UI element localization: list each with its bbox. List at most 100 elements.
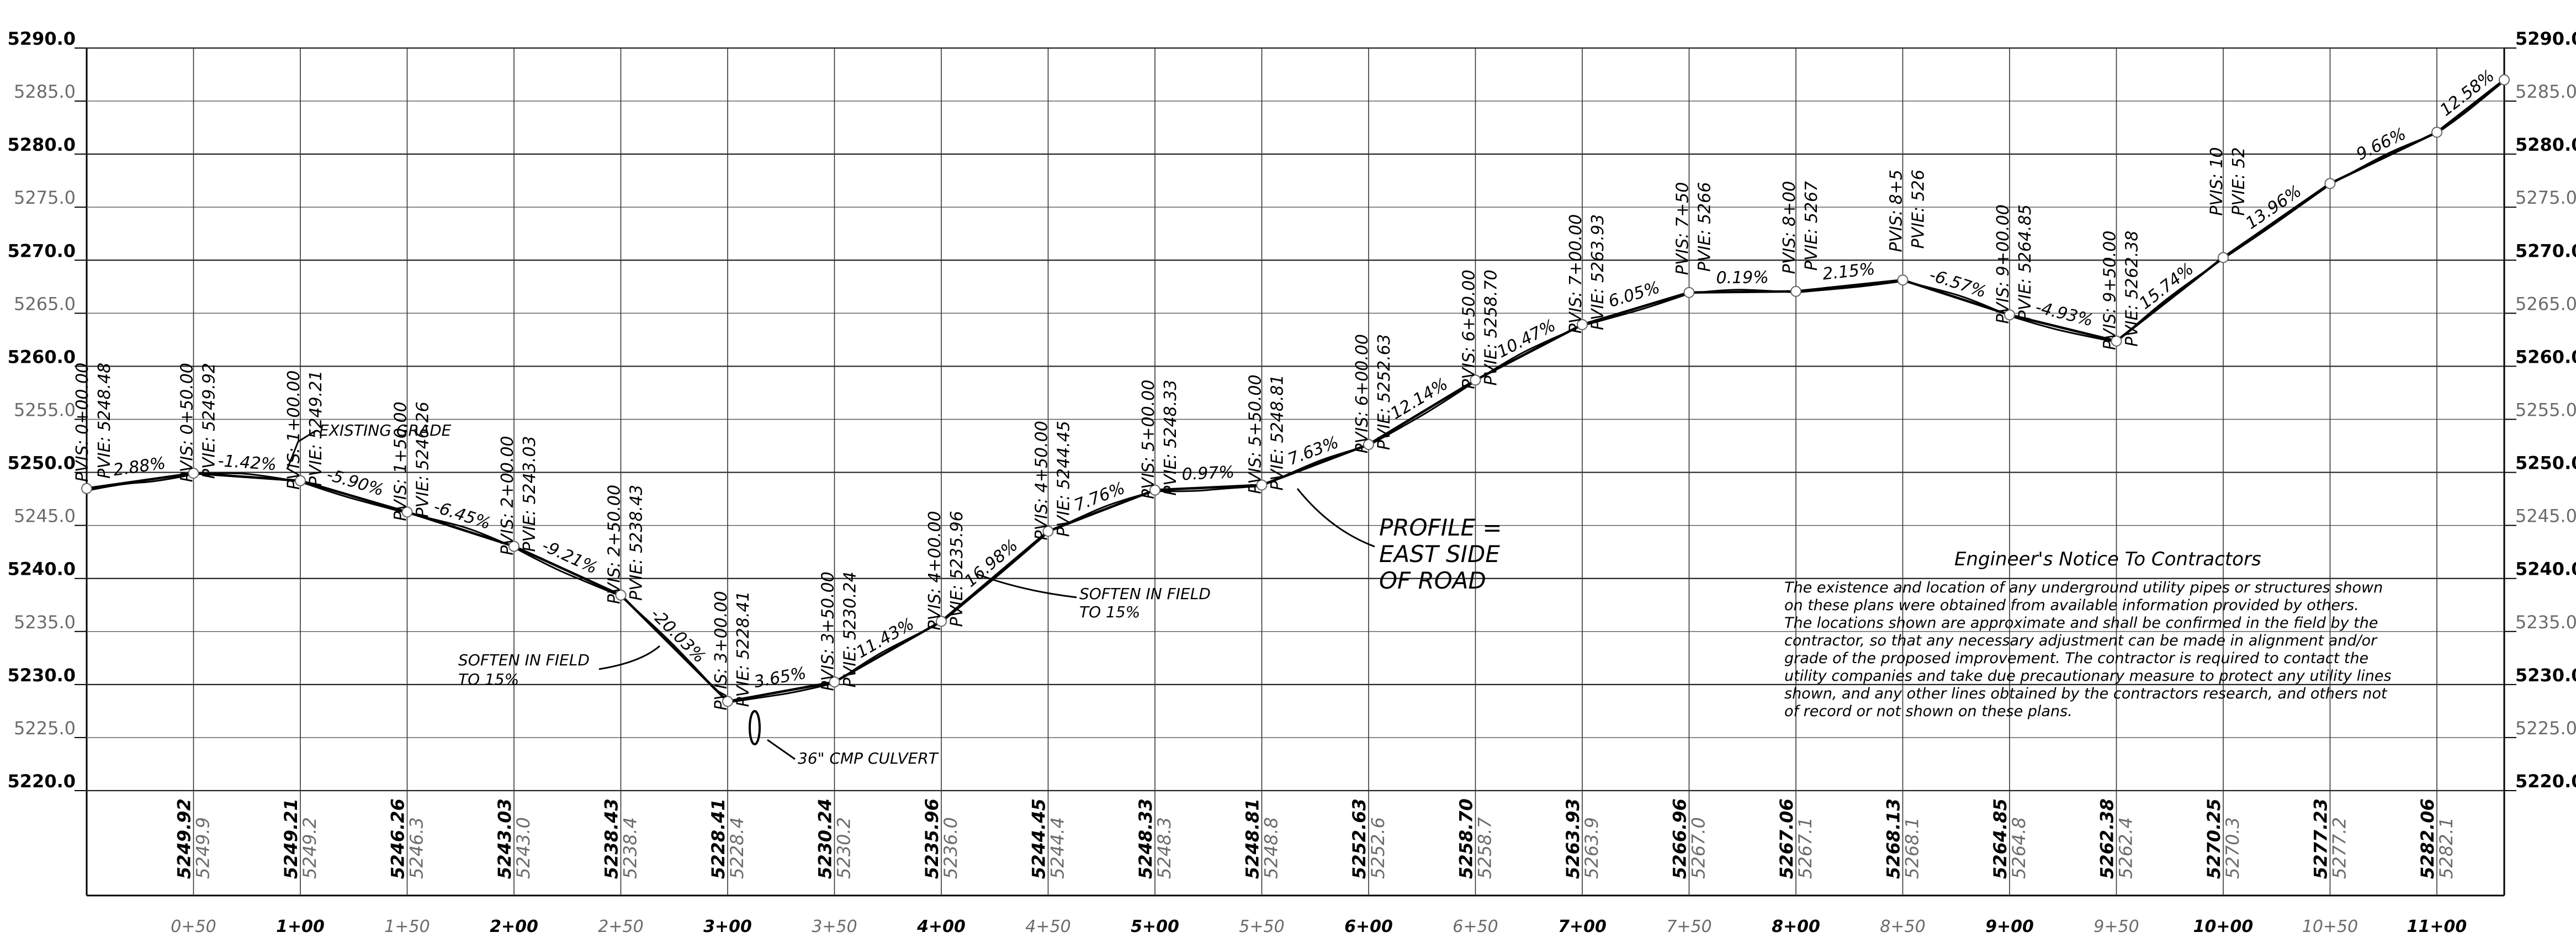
pvie-label: PVIE: 5246.26 (414, 401, 433, 517)
pvie-label: PVIE: 52 (2229, 147, 2249, 215)
proposed-elevation: 5248.33 (1135, 798, 1156, 879)
pvi-marker (401, 506, 413, 518)
pvie-label: PVIE: 5264.85 (2016, 204, 2035, 320)
notice-line: shown, and any other lines obtained by t… (1784, 685, 2388, 702)
proposed-elevation: 5238.43 (601, 798, 622, 879)
elevation-label: 5225.0 (2515, 718, 2576, 739)
elevation-label: 5265.0 (2515, 293, 2576, 314)
station-label: 8+00 (1772, 917, 1820, 936)
notice-line: on these plans were obtained from availa… (1784, 597, 2359, 614)
proposed-elevation: 5244.45 (1029, 798, 1050, 879)
existing-elevation: 5243.0 (513, 817, 534, 879)
elevation-label: 5280.0 (2515, 134, 2576, 155)
pvie-label: PVIE: 5252.63 (1375, 334, 1394, 450)
pvi-marker (1577, 319, 1588, 330)
elevation-label: 5220.0 (2515, 771, 2576, 792)
elevation-label: 5230.0 (2515, 665, 2576, 686)
pvi-marker (615, 589, 627, 601)
pvis-label: PVIS: 1+00.00 (284, 370, 304, 490)
grade-percent: -20.03% (646, 605, 709, 667)
station-label: 8+50 (1880, 917, 1925, 936)
elevation-label: 5260.0 (2515, 346, 2576, 367)
existing-elevation: 5230.2 (834, 817, 855, 879)
pvis-label: PVIS: 2+00.00 (498, 436, 517, 555)
pvis-label: PVIS: 1+50.00 (391, 401, 411, 521)
pvi-marker (188, 468, 199, 479)
station-label: 6+00 (1344, 917, 1393, 936)
pvis-label: PVIS: 3+00.00 (712, 591, 731, 710)
proposed-elevation: 5263.93 (1562, 798, 1583, 879)
existing-elevation: 5264.8 (2008, 817, 2029, 879)
existing-elevation: 5258.7 (1475, 817, 1496, 879)
notice-line: utility companies and take due precautio… (1784, 667, 2392, 685)
elevation-label: 5280.0 (8, 134, 76, 155)
elevation-label: 5275.0 (2515, 187, 2576, 208)
pvis-label: PVIS: 0+00.00 (73, 363, 92, 482)
existing-elevation: 5277.2 (2329, 817, 2350, 879)
grade-percent: 7.76% (1072, 479, 1128, 516)
proposed-elevation: 5270.25 (2203, 798, 2224, 879)
proposed-elevation: 5230.24 (815, 798, 836, 879)
existing-elevation: 5244.4 (1047, 817, 1068, 879)
grade-percent: 2.15% (1822, 259, 1876, 284)
existing-elevation: 5236.0 (940, 817, 961, 879)
grid-lines (75, 47, 2516, 897)
pvis-label: PVIS: 6+00.00 (1353, 334, 1372, 453)
grade-percent: 6.05% (1606, 278, 1662, 311)
elevation-label: 5240.0 (2515, 559, 2576, 580)
existing-elevation: 5248.8 (1261, 817, 1282, 879)
existing-elevation: 5267.1 (1795, 817, 1816, 879)
pvi-marker (936, 616, 947, 627)
elevation-label: 5230.0 (8, 665, 76, 686)
grade-percent: 10.47% (1494, 316, 1559, 362)
station-label: 4+00 (916, 917, 966, 936)
station-label: 6+50 (1453, 917, 1498, 936)
pvie-label: PVIE: 5249.21 (306, 370, 326, 486)
elevation-label: 5270.0 (8, 240, 76, 261)
station-label: 3+00 (703, 917, 752, 936)
pvi-marker (508, 541, 520, 552)
pvie-label: PVIE: 5228.41 (734, 591, 753, 707)
existing-elevation: 5249.2 (299, 817, 320, 879)
station-label: 7+00 (1558, 917, 1607, 936)
proposed-elevation: 5228.41 (708, 798, 729, 879)
station-label: 3+50 (812, 917, 857, 936)
elevation-label: 5285.0 (2515, 81, 2576, 102)
pvie-label: PVIE: 526 (1909, 169, 1928, 248)
grade-percent: 0.19% (1716, 268, 1769, 288)
elevation-label: 5245.0 (14, 506, 76, 527)
pvie-label: PVIE: 5266 (1695, 182, 1715, 272)
elevation-label: 5255.0 (2515, 400, 2576, 421)
pvie-label: PVIE: 5263.93 (1588, 214, 1608, 330)
soften-note-2-line2: TO 15% (1079, 603, 1140, 621)
pvis-label: PVIS: 7+00.00 (1566, 214, 1586, 333)
pvi-marker (1897, 274, 1909, 286)
pvie-label: PVIE: 5249.92 (200, 363, 219, 479)
notice-line: grade of the proposed improvement. The c… (1784, 650, 2368, 667)
station-label: 9+00 (1985, 917, 2034, 936)
pvi-marker (2431, 126, 2442, 138)
station-label: 1+50 (384, 917, 430, 936)
pvi-labels: PVIS: 0+00.00 PVIE: 5248.48 PVIS: 0+50.00 P… (73, 147, 2249, 710)
profile-note-line1: PROFILE = (1379, 514, 1502, 541)
profile-note-line3: OF ROAD (1379, 567, 1486, 594)
existing-elevation: 5248.3 (1154, 817, 1175, 879)
elevation-label: 5250.0 (8, 453, 76, 474)
pvi-marker (1683, 287, 1695, 298)
pvis-label: PVIS: 4+00.00 (925, 511, 945, 630)
grade-percent: 2.88% (112, 453, 167, 480)
proposed-elevation: 5248.81 (1242, 798, 1263, 879)
existing-grade-note: EXISTING GRADE (319, 421, 452, 439)
elevation-label: 5290.0 (2515, 28, 2576, 49)
pvi-marker (1790, 285, 1801, 297)
engineers-notice: Engineer's Notice To Contractors The exi… (1784, 548, 2392, 720)
pvi-marker (1256, 479, 1268, 491)
proposed-elevation: 5243.03 (494, 798, 515, 879)
elevation-label: 5250.0 (2515, 453, 2576, 474)
pvie-label: PVIE: 5262.38 (2123, 231, 2142, 347)
proposed-elevation: 5235.96 (921, 798, 942, 879)
proposed-elevation: 5249.21 (280, 798, 301, 879)
profile-note-leader (1296, 488, 1375, 548)
grade-percent: -6.57% (1927, 266, 1989, 302)
